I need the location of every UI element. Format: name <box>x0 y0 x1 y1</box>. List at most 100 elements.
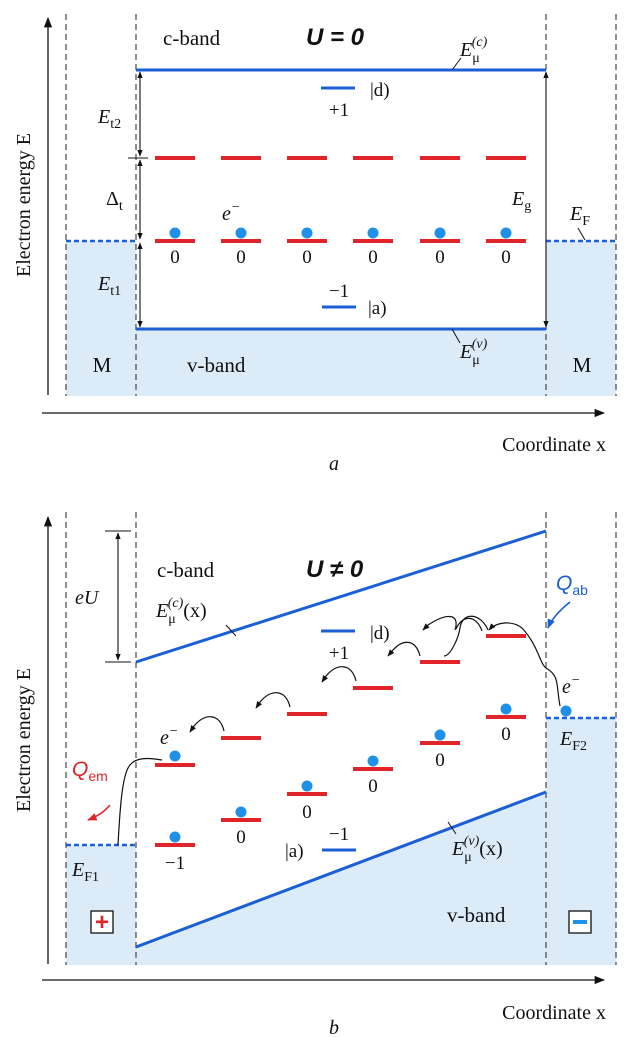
Q-em-label: Qem <box>72 758 108 784</box>
panel-b-caption: b <box>329 1017 339 1037</box>
occupancy-label: 0 <box>368 247 378 268</box>
Delta-t-label: Δt <box>106 188 123 214</box>
electron <box>235 806 247 818</box>
occupancy-label: 0 <box>435 247 445 268</box>
occupancy-label: 0 <box>170 247 180 268</box>
hop-arc <box>455 617 483 632</box>
leader-EF <box>577 227 586 241</box>
occupancy-label: 0 <box>236 247 246 268</box>
metal-left-label: M <box>93 353 112 377</box>
electron <box>434 729 446 741</box>
lower-trap-levels <box>155 703 572 847</box>
metal-right-label: M <box>573 353 592 377</box>
hop-arc <box>387 641 421 657</box>
x-axis-label: Coordinate x <box>502 1002 606 1024</box>
lower-trap-levels <box>155 227 526 243</box>
panel-b-title: U ≠ 0 <box>306 556 364 583</box>
eU-label: eU <box>75 587 100 609</box>
valence-edge-label: Eμ(v)(x) <box>451 834 503 865</box>
c-band-label: c-band <box>157 558 215 582</box>
panel-a: Electron energy E Coordinate x a <box>13 14 617 475</box>
leader-ev <box>447 821 457 835</box>
electron <box>500 703 512 715</box>
state-d-label: |d) <box>370 623 390 644</box>
state-d-charge: +1 <box>329 100 349 121</box>
y-axis-label: Electron energy E <box>13 668 35 812</box>
Eg-label: Eg <box>511 188 531 214</box>
conduction-edge-label: Eμ(c) <box>459 35 488 66</box>
occupancy-labels: −1 0 0 0 0 0 <box>165 724 511 874</box>
hopping-arrows <box>117 615 561 846</box>
panel-b: Electron energy E Coordinate x b eU <box>13 512 617 1037</box>
occupancy-label: −1 <box>165 853 185 874</box>
state-a-charge: −1 <box>329 824 349 845</box>
c-band-label: c-band <box>163 26 221 50</box>
hop-arc <box>117 757 163 846</box>
occupancy-label: 0 <box>302 802 312 823</box>
electron <box>434 227 446 239</box>
minus-sign-icon <box>573 920 587 924</box>
occupancy-label: 0 <box>501 247 511 268</box>
electron <box>169 750 181 762</box>
state-d-label: |d) <box>370 80 390 101</box>
state-a-charge: −1 <box>329 281 349 302</box>
occupancy-labels: 0 0 0 0 0 0 <box>170 247 511 268</box>
metal-right-fill <box>546 241 616 396</box>
occupancy-label: 0 <box>302 247 312 268</box>
hop-arc <box>255 692 291 709</box>
electron <box>367 227 379 239</box>
Et1-label: Et1 <box>97 273 121 299</box>
panel-a-caption: a <box>329 453 339 475</box>
EF2-label: EF2 <box>559 728 587 754</box>
x-axis-label: Coordinate x <box>502 434 606 456</box>
v-band-label: v-band <box>447 903 506 927</box>
electron-label: e− <box>160 724 178 749</box>
electron-label: e− <box>222 200 240 225</box>
v-band-fill <box>136 792 546 965</box>
electron <box>235 227 247 239</box>
Et2-label: Et2 <box>97 106 121 132</box>
heat-absorbed-arrow <box>547 601 571 629</box>
electron <box>169 831 181 843</box>
electron-label-right: e− <box>562 673 580 698</box>
electron <box>500 227 512 239</box>
occupancy-label: 0 <box>501 724 511 745</box>
hop-arc <box>189 716 225 733</box>
metal-left-fill <box>66 241 136 396</box>
electron <box>560 705 572 717</box>
heat-emitted-arrow <box>87 804 111 821</box>
leader-ev <box>451 328 461 344</box>
occupancy-label: 0 <box>435 750 445 771</box>
Q-ab-label: Qab <box>556 572 588 598</box>
state-d-charge: +1 <box>329 643 349 664</box>
conduction-band-edge <box>135 529 547 664</box>
electron <box>301 780 313 792</box>
y-axis-label: Electron energy E <box>13 133 35 277</box>
v-band-fill <box>136 329 546 396</box>
metal-left-fill <box>66 845 136 965</box>
positive-electrode-badge <box>90 910 114 934</box>
panel-a-title: U = 0 <box>306 24 365 51</box>
occupancy-label: 0 <box>368 776 378 797</box>
leader-ec <box>451 57 462 71</box>
conduction-edge-label: Eμ(c)(x) <box>155 596 207 627</box>
hop-arc <box>422 616 457 631</box>
state-a-label: |a) <box>285 841 304 862</box>
valence-band-edge <box>135 790 547 949</box>
leader-ec <box>225 624 237 637</box>
EF-label: EF <box>569 203 590 229</box>
hop-arc <box>321 666 357 683</box>
hop-arc <box>488 622 561 707</box>
occupancy-label: 0 <box>236 827 246 848</box>
electron <box>301 227 313 239</box>
valence-edge-label: Eμ(v) <box>459 337 488 368</box>
electron <box>367 755 379 767</box>
EF1-label: EF1 <box>71 859 99 885</box>
hop-arc <box>443 615 489 657</box>
v-band-label: v-band <box>187 353 246 377</box>
plus-sign-icon: + <box>95 909 109 936</box>
electron <box>169 227 181 239</box>
state-a-label: |a) <box>368 298 387 319</box>
upper-trap-levels <box>155 634 526 767</box>
